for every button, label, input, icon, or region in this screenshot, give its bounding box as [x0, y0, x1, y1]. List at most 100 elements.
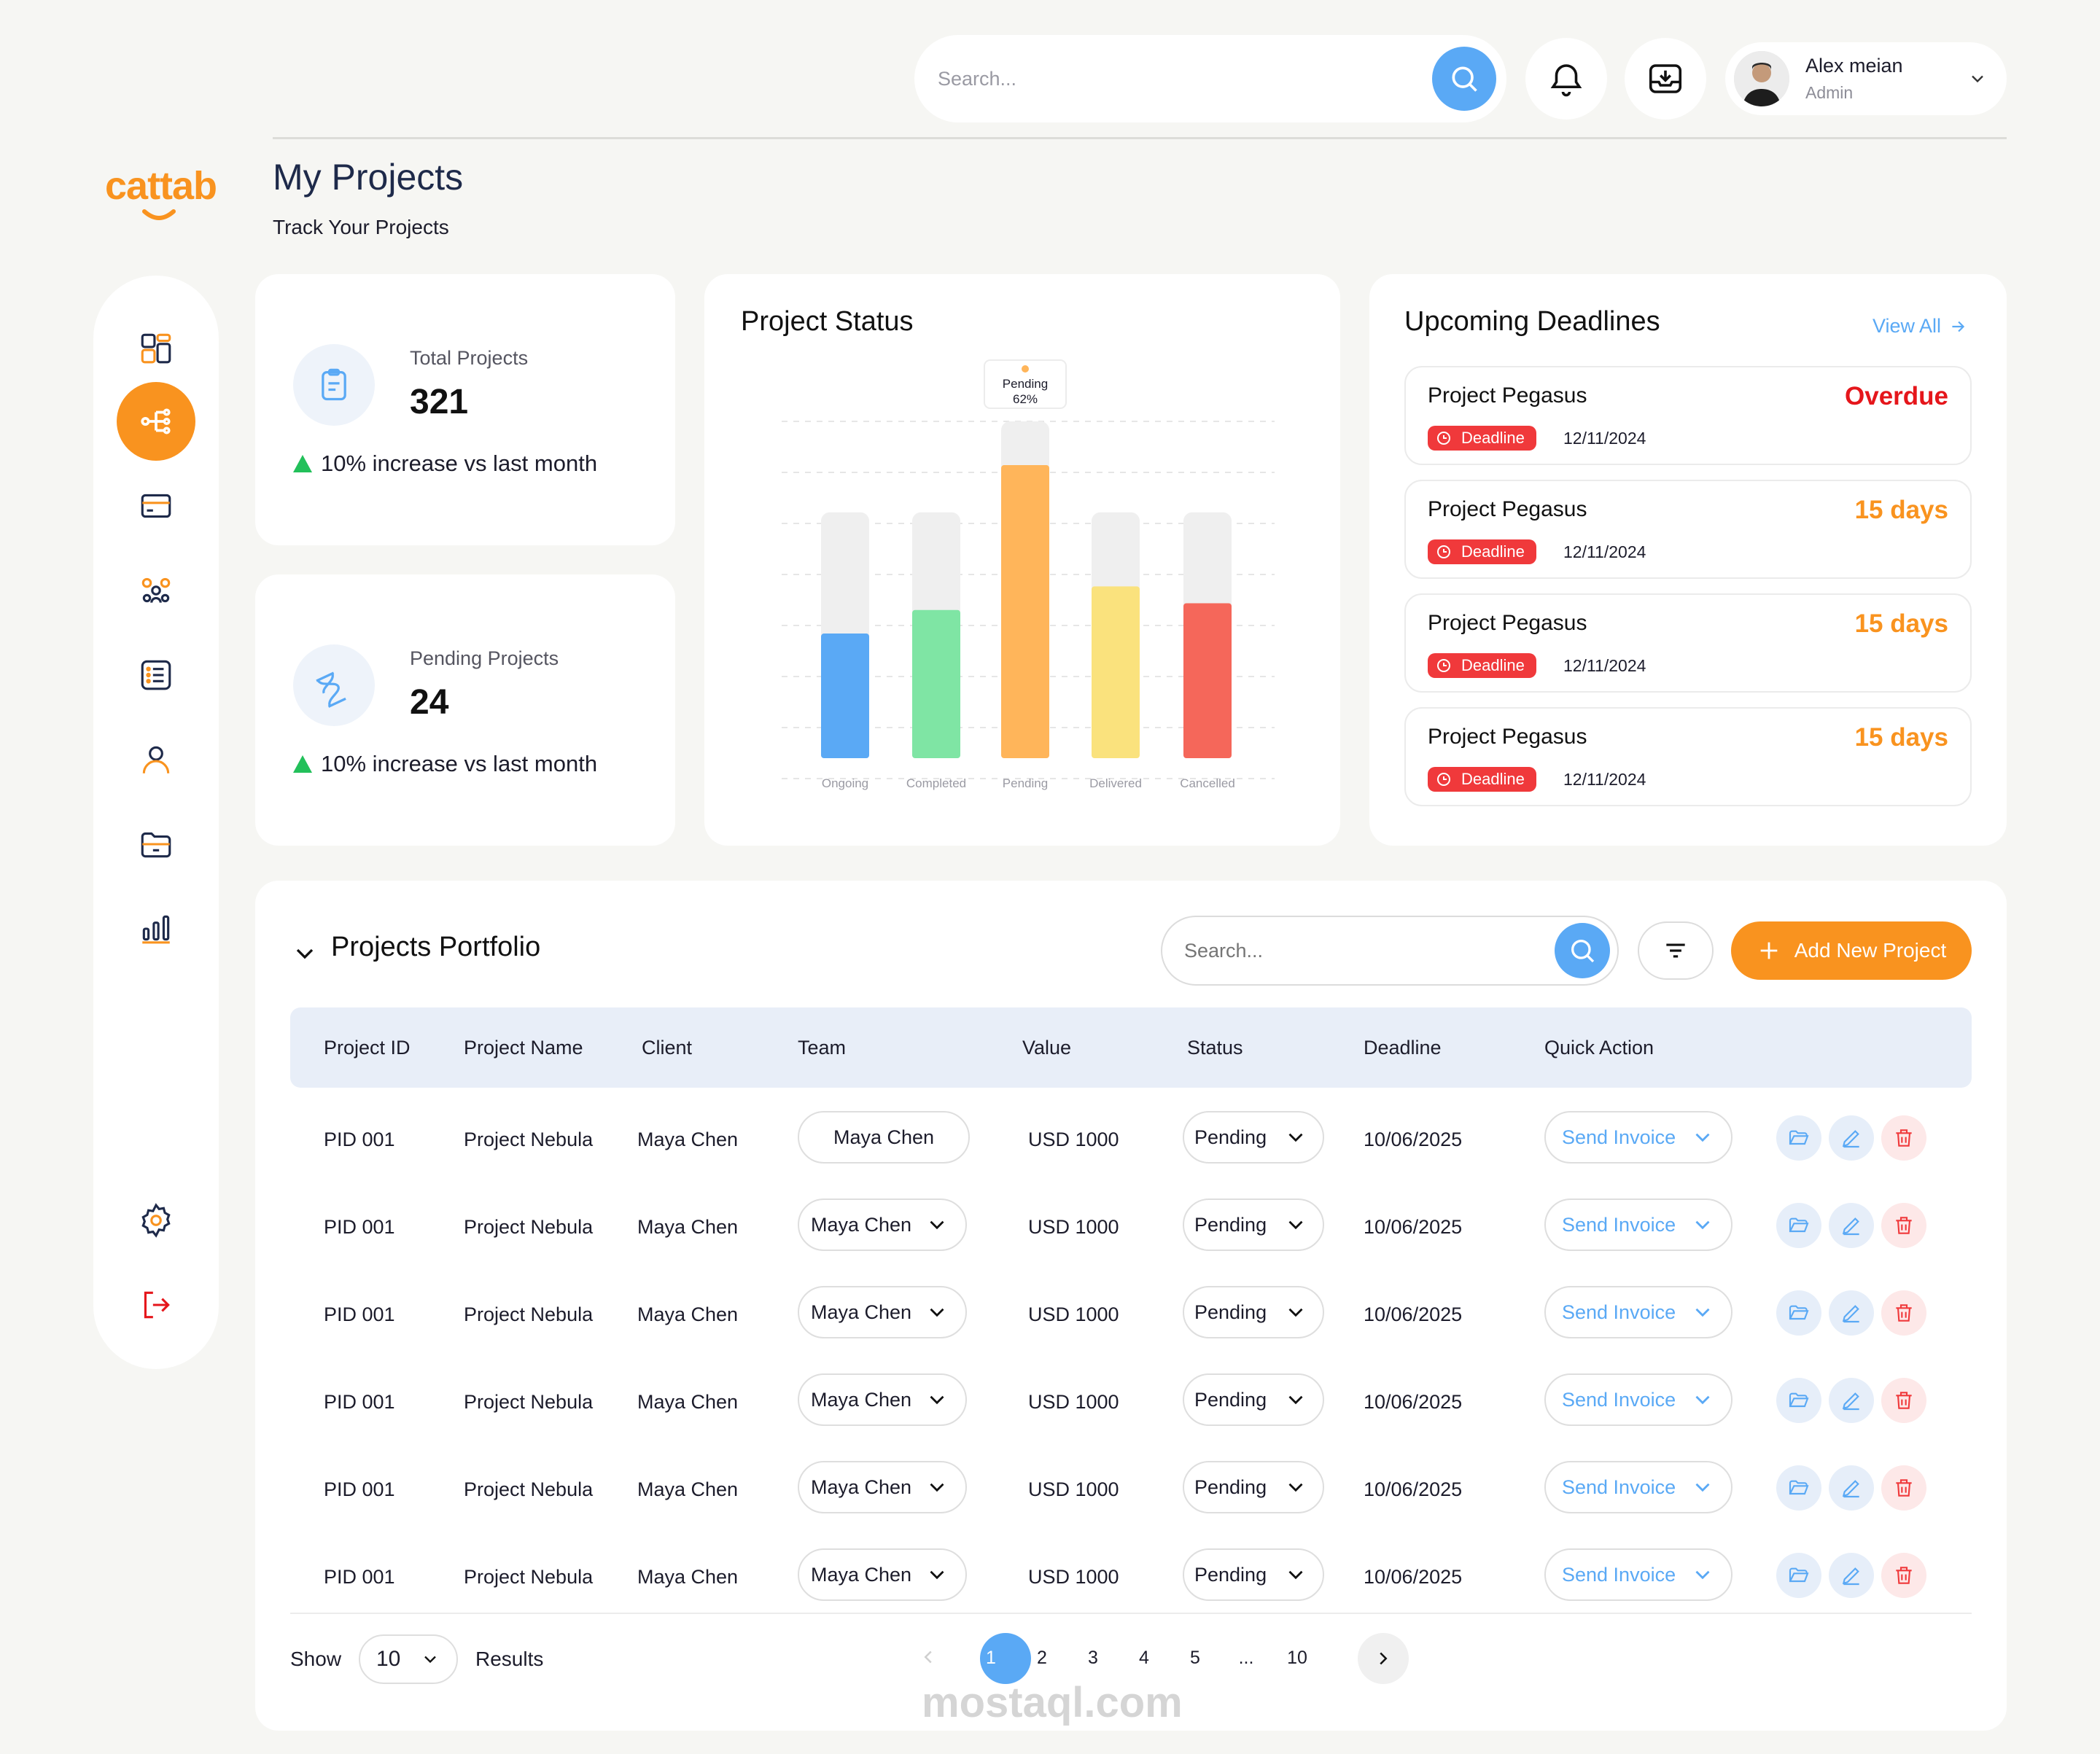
sidebar-item-billing[interactable]	[117, 467, 195, 545]
chevron-down-icon[interactable]	[290, 939, 319, 968]
search-icon	[1571, 940, 1595, 963]
page-number[interactable]: ...	[1238, 1648, 1254, 1668]
delete-button[interactable]	[1881, 1553, 1926, 1598]
sidebar-item-dashboard[interactable]	[117, 309, 195, 388]
filter-button[interactable]	[1638, 921, 1714, 980]
top-search-bar	[914, 35, 1506, 122]
portfolio-search-button[interactable]	[1555, 923, 1610, 978]
page-number[interactable]: 1	[986, 1648, 996, 1668]
page-number[interactable]: 3	[1088, 1648, 1098, 1668]
bar-completed[interactable]	[912, 609, 960, 758]
delete-button[interactable]	[1881, 1378, 1926, 1423]
open-folder-button[interactable]	[1776, 1115, 1821, 1161]
open-folder-button[interactable]	[1776, 1465, 1821, 1511]
team-select[interactable]: Maya Chen	[798, 1198, 967, 1251]
user-menu[interactable]: Alex meian Admin	[1725, 42, 2007, 115]
edit-button[interactable]	[1829, 1290, 1874, 1336]
column-header[interactable]: Value	[1022, 1037, 1072, 1059]
sidebar-item-tasks[interactable]	[117, 636, 195, 714]
edit-button[interactable]	[1829, 1553, 1874, 1598]
page-number[interactable]: 4	[1139, 1648, 1149, 1668]
bar-cancelled[interactable]	[1183, 603, 1232, 758]
quick-action-select[interactable]: Send Invoice	[1544, 1286, 1732, 1338]
delete-button[interactable]	[1881, 1465, 1926, 1511]
delete-button[interactable]	[1881, 1203, 1926, 1248]
sidebar-item-files[interactable]	[117, 805, 195, 884]
quick-action-select[interactable]: Send Invoice	[1544, 1373, 1732, 1426]
team-select[interactable]: Maya Chen	[798, 1286, 967, 1338]
open-folder-button[interactable]	[1776, 1553, 1821, 1598]
column-header[interactable]: Project Name	[464, 1037, 583, 1059]
add-new-project-button[interactable]: Add New Project	[1731, 921, 1972, 980]
column-header[interactable]: Deadline	[1364, 1037, 1442, 1059]
notifications-button[interactable]	[1525, 38, 1607, 120]
deadline-item[interactable]: Project Pegasus Overdue Deadline 12/11/2…	[1404, 366, 1972, 465]
status-select[interactable]: Pending	[1183, 1548, 1324, 1601]
sidebar-item-projects[interactable]	[117, 382, 195, 461]
prev-page-button[interactable]	[917, 1646, 939, 1672]
top-search-button[interactable]	[1432, 47, 1496, 111]
page-number[interactable]: 10	[1287, 1648, 1307, 1668]
folder-open-icon	[1789, 1567, 1809, 1583]
status-select[interactable]: Pending	[1183, 1198, 1324, 1251]
chevron-down-icon	[1695, 1308, 1710, 1317]
team-select[interactable]: Maya Chen	[798, 1461, 967, 1513]
status-select[interactable]: Pending	[1183, 1286, 1324, 1338]
projects-hierarchy-icon	[141, 408, 171, 434]
edit-button[interactable]	[1829, 1378, 1874, 1423]
sidebar-item-teams[interactable]	[117, 551, 195, 630]
edit-button[interactable]	[1829, 1203, 1874, 1248]
deadline-badge: Deadline	[1428, 653, 1536, 678]
page-number[interactable]: 5	[1190, 1648, 1200, 1668]
status-select[interactable]: Pending	[1183, 1461, 1324, 1513]
clock-icon	[1437, 773, 1450, 786]
column-header[interactable]: Client	[642, 1037, 693, 1059]
delete-button[interactable]	[1881, 1290, 1926, 1336]
team-select[interactable]: Maya Chen	[798, 1373, 967, 1426]
sidebar-item-analytics[interactable]	[117, 889, 195, 968]
top-search-input[interactable]	[938, 67, 1432, 90]
portfolio-search-input[interactable]	[1184, 939, 1555, 962]
deadline-item[interactable]: Project Pegasus 15 days Deadline 12/11/2…	[1404, 707, 1972, 806]
column-header[interactable]: Team	[798, 1037, 847, 1059]
edit-button[interactable]	[1829, 1115, 1874, 1161]
brand-logo[interactable]: cattab	[105, 163, 217, 220]
open-folder-button[interactable]	[1776, 1378, 1821, 1423]
bar-pending[interactable]	[1001, 465, 1049, 758]
sidebar-item-profile[interactable]	[117, 720, 195, 799]
bar-delivered[interactable]	[1092, 586, 1140, 758]
plus-icon	[1760, 942, 1778, 959]
quick-action-select[interactable]: Send Invoice	[1544, 1461, 1732, 1513]
bar-ongoing[interactable]	[821, 634, 869, 758]
sidebar-item-logout[interactable]	[117, 1266, 195, 1344]
team-pill[interactable]: Maya Chen	[798, 1111, 970, 1164]
project-name: Project Nebula	[464, 1391, 594, 1413]
column-header[interactable]: Quick Action	[1544, 1037, 1654, 1059]
edit-button[interactable]	[1829, 1465, 1874, 1511]
sidebar-item-settings[interactable]	[117, 1181, 195, 1260]
project-name: Project Nebula	[464, 1566, 594, 1588]
column-header[interactable]: Project ID	[324, 1037, 411, 1059]
delete-button[interactable]	[1881, 1115, 1926, 1161]
deadline-item[interactable]: Project Pegasus 15 days Deadline 12/11/2…	[1404, 593, 1972, 693]
deadline-date: 12/11/2024	[1563, 770, 1646, 789]
column-header[interactable]: Status	[1187, 1037, 1243, 1059]
page-number[interactable]: 2	[1037, 1648, 1047, 1668]
page-size-select[interactable]: 10	[359, 1634, 458, 1684]
next-page-button[interactable]	[1358, 1633, 1409, 1684]
team-select[interactable]: Maya Chen	[798, 1548, 967, 1601]
quick-action-select[interactable]: Send Invoice	[1544, 1111, 1732, 1164]
open-folder-button[interactable]	[1776, 1203, 1821, 1248]
status-select[interactable]: Pending	[1183, 1111, 1324, 1164]
open-folder-button[interactable]	[1776, 1290, 1821, 1336]
quick-action-select[interactable]: Send Invoice	[1544, 1548, 1732, 1601]
client-name: Maya Chen	[637, 1566, 739, 1588]
inbox-download-button[interactable]	[1625, 38, 1706, 120]
deadline-status: Overdue	[1845, 382, 1948, 410]
quick-action-select[interactable]: Send Invoice	[1544, 1198, 1732, 1251]
status-select[interactable]: Pending	[1183, 1373, 1324, 1426]
view-all-link[interactable]: View All	[1872, 315, 1967, 338]
deadline-item[interactable]: Project Pegasus 15 days Deadline 12/11/2…	[1404, 480, 1972, 579]
deadline-status: 15 days	[1854, 723, 1948, 752]
trend-up-icon	[293, 455, 312, 472]
